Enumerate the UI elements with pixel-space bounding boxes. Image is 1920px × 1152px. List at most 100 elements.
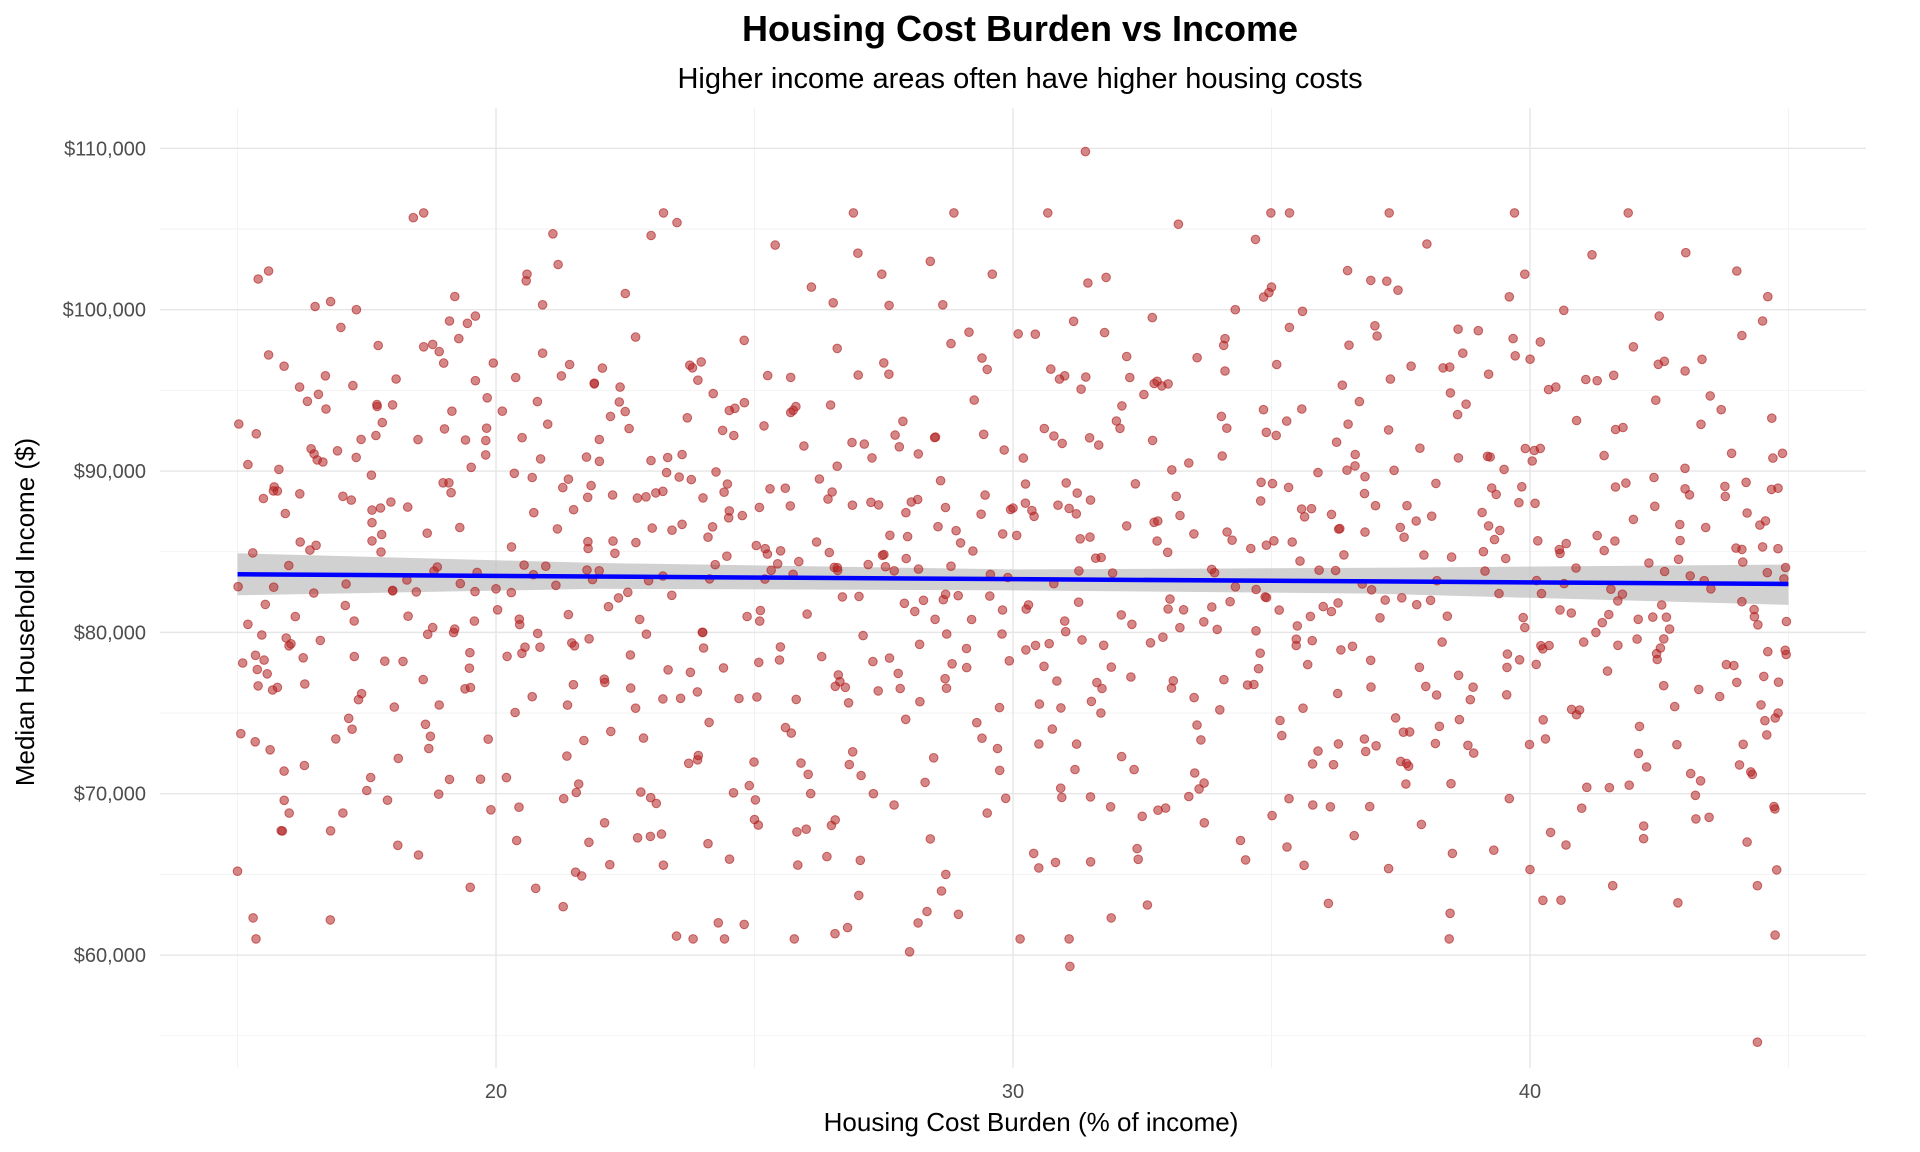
data-point (432, 562, 443, 572)
data-point (1398, 727, 1409, 738)
data-point (1004, 656, 1015, 666)
data-point (481, 423, 492, 434)
data-point (615, 382, 625, 392)
data-point (318, 457, 328, 467)
data-point (365, 772, 376, 783)
data-point (1331, 437, 1342, 448)
data-point (470, 375, 481, 386)
data-point (832, 565, 843, 576)
data-point (1196, 735, 1206, 745)
data-point (520, 642, 530, 653)
data-point (737, 510, 748, 521)
data-point (1271, 359, 1282, 370)
data-point (662, 452, 673, 463)
data-point (999, 445, 1010, 455)
data-point (641, 492, 651, 502)
data-point (1458, 348, 1468, 359)
data-point (742, 611, 752, 622)
data-point (880, 561, 891, 572)
data-point (556, 371, 567, 381)
data-point (1047, 724, 1058, 734)
data-point (514, 614, 525, 625)
data-point (930, 614, 940, 625)
data-point (1137, 811, 1147, 822)
data-point (1383, 863, 1394, 874)
data-point (780, 722, 791, 733)
data-point (605, 411, 616, 422)
data-point (1284, 793, 1294, 804)
data-point (377, 417, 388, 428)
data-point (914, 639, 925, 650)
data-point (1752, 880, 1763, 891)
data-point (1604, 782, 1615, 793)
data-point (1013, 329, 1024, 339)
data-point (1147, 312, 1158, 323)
data-point (825, 400, 836, 410)
data-point (698, 493, 708, 503)
data-point (1350, 449, 1360, 460)
data-point (1307, 635, 1317, 646)
data-point (806, 282, 817, 292)
data-point (803, 769, 814, 780)
data-point (380, 656, 390, 667)
data-point (1216, 411, 1227, 422)
data-point (439, 424, 450, 434)
data-point (868, 788, 879, 799)
data-point (1075, 534, 1085, 544)
data-point (1720, 491, 1731, 502)
data-point (1246, 543, 1256, 554)
data-point (1755, 520, 1765, 530)
data-point (1360, 746, 1371, 757)
data-point (749, 757, 759, 767)
data-point (1074, 566, 1084, 576)
data-point (1129, 764, 1139, 775)
data-point (422, 528, 433, 539)
data-point (1251, 584, 1261, 595)
data-point (1056, 703, 1066, 713)
data-point (506, 587, 517, 598)
data-point (1726, 448, 1737, 459)
data-point (968, 546, 978, 556)
data-point (348, 380, 358, 391)
data-point (1613, 596, 1623, 606)
data-point (551, 580, 561, 591)
data-point (347, 724, 357, 735)
data-point (1267, 810, 1277, 821)
data-point (376, 529, 387, 540)
data-point (530, 883, 541, 894)
data-point (1781, 649, 1791, 660)
data-points (232, 146, 1792, 1047)
data-point (413, 850, 424, 860)
data-point (641, 629, 652, 640)
data-point (1531, 659, 1541, 670)
data-point (1330, 565, 1341, 576)
data-point (279, 361, 289, 372)
data-point (844, 759, 855, 770)
data-point (1556, 895, 1566, 906)
data-point (658, 860, 669, 871)
data-point (997, 529, 1008, 539)
data-point (265, 745, 275, 755)
data-point (707, 522, 718, 532)
data-point (949, 208, 959, 218)
data-point (1347, 641, 1358, 652)
data-point (438, 478, 448, 488)
data-point (1610, 424, 1621, 435)
data-point (1253, 663, 1264, 674)
data-point (1591, 627, 1601, 638)
data-point (1576, 803, 1587, 814)
data-point (1661, 612, 1672, 623)
data-point (1235, 835, 1246, 846)
data-point (802, 609, 812, 619)
data-point (1222, 423, 1232, 434)
data-point (1781, 616, 1792, 627)
data-point (713, 918, 724, 928)
data-point (1566, 608, 1577, 618)
data-point (1096, 552, 1106, 563)
data-point (340, 600, 351, 611)
data-point (420, 719, 431, 730)
data-point (1192, 720, 1202, 730)
data-point (1561, 538, 1571, 549)
data-point (253, 681, 263, 691)
data-point (253, 274, 264, 284)
